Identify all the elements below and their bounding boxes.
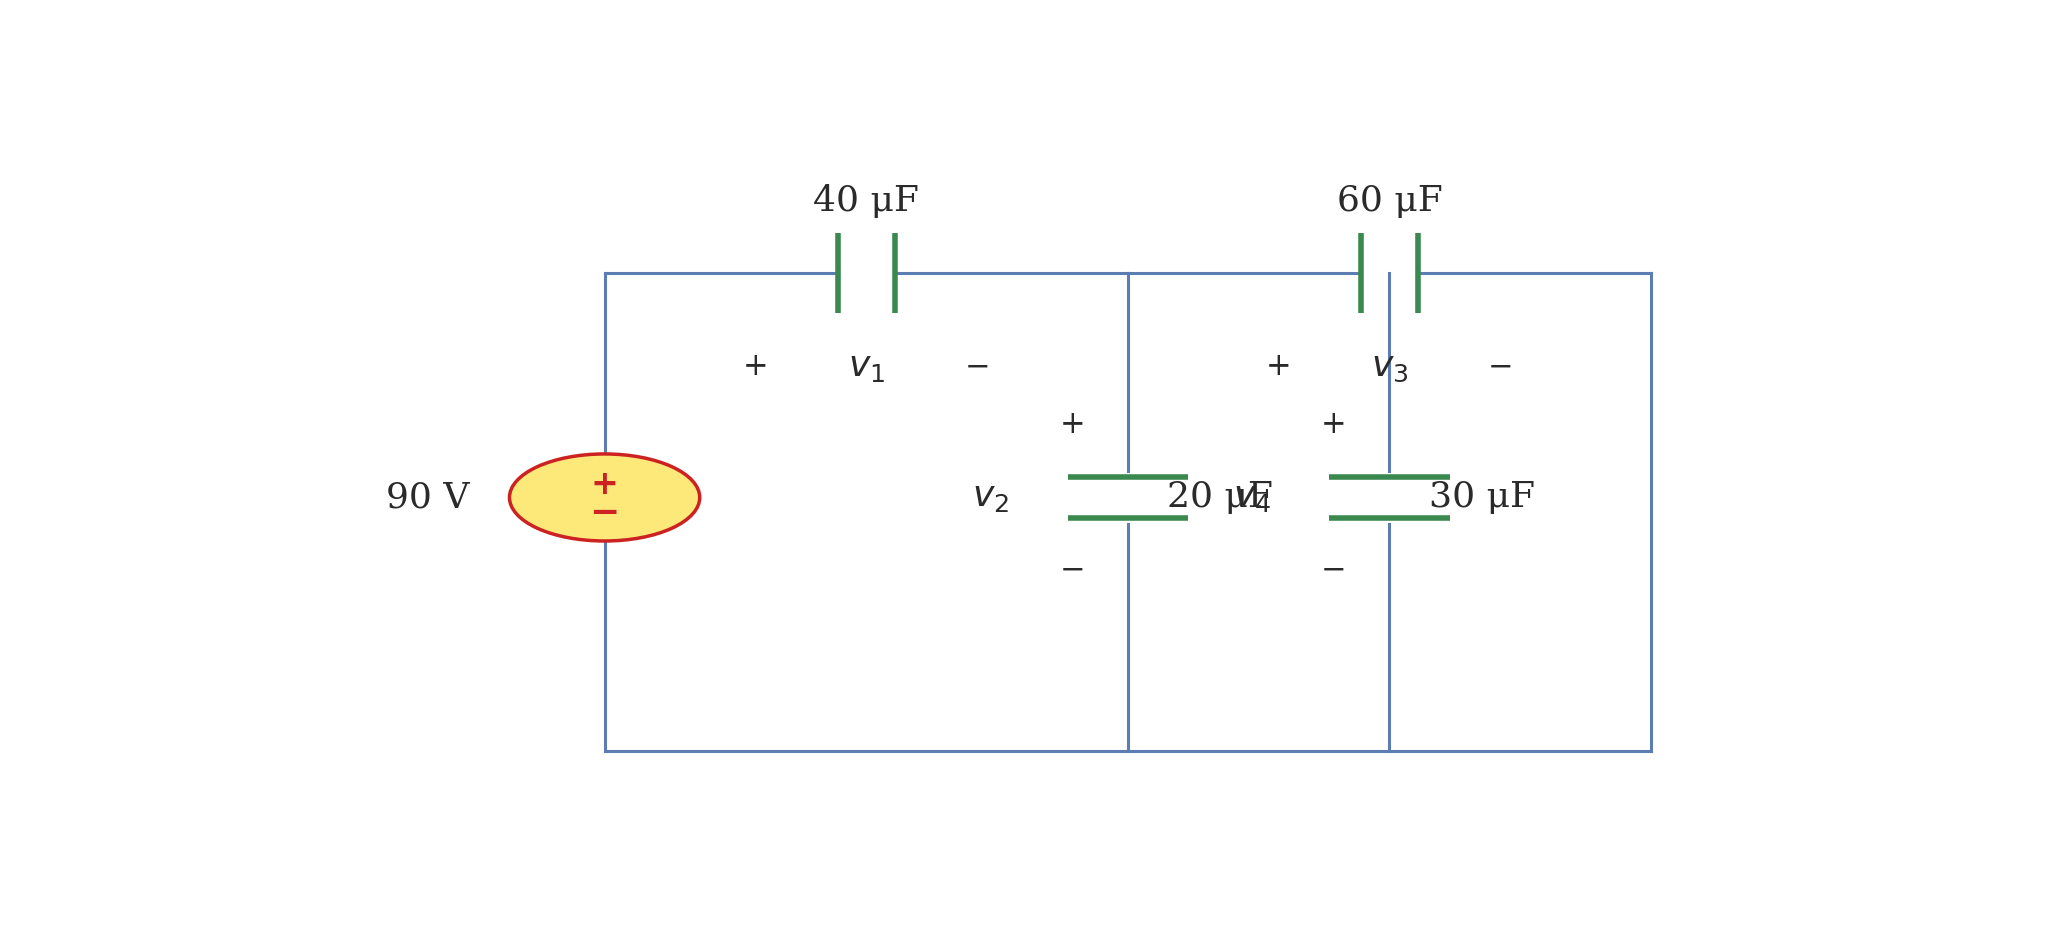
Text: −: − (1060, 555, 1084, 586)
Text: 90 V: 90 V (387, 480, 471, 514)
Text: −: − (1322, 555, 1346, 586)
Text: −: − (1487, 351, 1514, 382)
Text: +: + (743, 351, 767, 382)
Text: −: − (964, 351, 990, 382)
Text: −: − (589, 495, 620, 529)
Text: 40 μF: 40 μF (814, 185, 919, 219)
Text: +: + (1322, 410, 1346, 441)
Text: $\mathit{v}_2$: $\mathit{v}_2$ (972, 480, 1009, 514)
Text: +: + (1266, 351, 1291, 382)
Text: $\mathit{v}_1$: $\mathit{v}_1$ (847, 349, 884, 384)
Circle shape (509, 454, 700, 541)
Text: 30 μF: 30 μF (1428, 480, 1534, 514)
Text: +: + (591, 468, 618, 501)
Text: $\mathit{v}_3$: $\mathit{v}_3$ (1371, 349, 1408, 384)
Text: $\mathit{v}_4$: $\mathit{v}_4$ (1232, 480, 1271, 514)
Text: +: + (1060, 410, 1084, 441)
Text: 60 μF: 60 μF (1336, 185, 1442, 219)
Text: 20 μF: 20 μF (1168, 480, 1273, 514)
